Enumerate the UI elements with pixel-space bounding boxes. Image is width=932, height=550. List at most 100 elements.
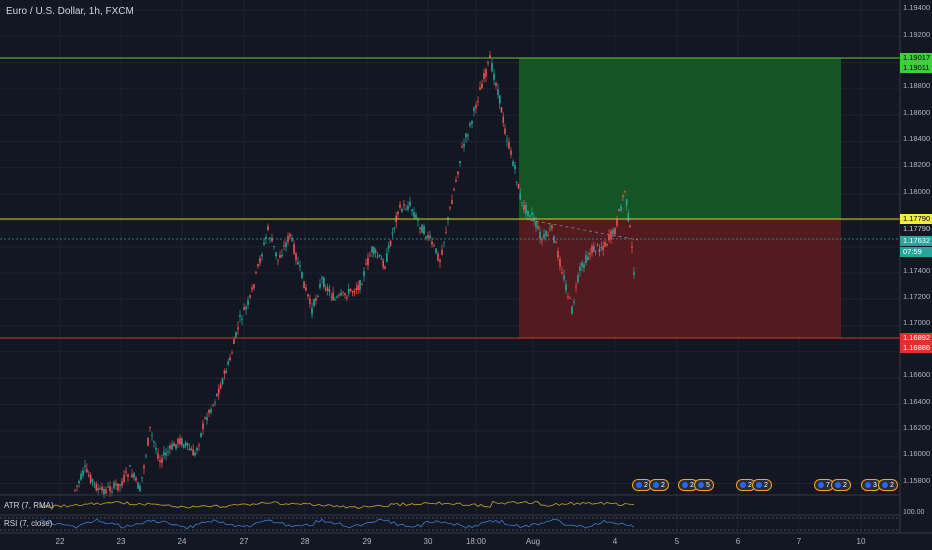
candle-body	[95, 483, 98, 491]
candle-body	[421, 224, 423, 233]
economic-event-marker[interactable]: 2	[752, 479, 772, 491]
candle-body	[397, 211, 399, 215]
candle-body	[498, 95, 501, 104]
candle-body	[119, 484, 121, 486]
time-tick: 5	[674, 537, 680, 546]
candle-body	[344, 293, 346, 296]
candle-body	[380, 258, 383, 260]
candle-body	[579, 266, 581, 271]
price-tick: 1.18200	[903, 160, 931, 169]
candle-body	[606, 243, 608, 246]
candle-body	[625, 199, 628, 206]
candle-body	[367, 257, 369, 266]
economic-event-marker[interactable]: 2	[831, 479, 851, 491]
candle-body	[573, 301, 575, 303]
event-icon	[835, 482, 841, 489]
candle-body	[123, 475, 125, 482]
candle-body	[529, 215, 531, 218]
candle-body	[208, 409, 210, 413]
candle-body	[614, 228, 616, 235]
candle-body	[198, 444, 200, 446]
candle-body	[382, 260, 384, 268]
candle-body	[323, 277, 325, 288]
candle-body	[405, 209, 407, 211]
event-icon	[756, 482, 762, 489]
candle-body	[485, 68, 487, 77]
price-tick: 1.18400	[903, 134, 931, 143]
candle-body	[200, 433, 202, 438]
price-tick: 1.15800	[903, 476, 931, 485]
profit-zone[interactable]	[519, 58, 841, 219]
candle-body	[386, 252, 388, 262]
candle-body	[182, 444, 185, 448]
symbol-title[interactable]: Euro / U.S. Dollar, 1h, FXCM	[6, 6, 134, 17]
event-icon	[740, 482, 746, 489]
candle-body	[411, 209, 413, 212]
candle-body	[512, 161, 514, 166]
atr-label[interactable]: ATR (7, RMA)	[4, 501, 54, 510]
candle-body	[475, 104, 477, 109]
candle-body	[194, 452, 196, 456]
economic-event-marker[interactable]: 2	[649, 479, 669, 491]
candle-body	[616, 218, 618, 226]
candle-body	[255, 271, 257, 273]
candle-body	[117, 483, 119, 491]
candle-body	[443, 241, 445, 243]
candle-body	[561, 272, 563, 274]
candle-body	[281, 254, 283, 257]
candle-body	[479, 87, 481, 91]
candle-body	[419, 227, 421, 230]
candle-body	[425, 236, 427, 239]
candle-body	[177, 438, 179, 444]
candle-body	[627, 213, 630, 222]
candle-body	[384, 266, 386, 269]
target-price-tag-2[interactable]: 1.19011	[900, 63, 932, 73]
economic-event-marker[interactable]: 2	[678, 479, 698, 491]
candle-body	[125, 471, 127, 473]
candle-body	[493, 73, 495, 80]
event-icon	[682, 482, 688, 489]
target-price-tag[interactable]: 1.19017	[900, 53, 932, 63]
economic-event-marker[interactable]: 2	[736, 479, 756, 491]
candle-body	[169, 445, 171, 449]
candle-body	[227, 361, 229, 365]
candle-body	[273, 245, 275, 247]
rsi-label[interactable]: RSI (7, close)	[4, 519, 53, 528]
candle-body	[295, 253, 297, 261]
candle-body	[401, 209, 403, 212]
candle-body	[563, 275, 565, 280]
candle-body	[521, 202, 523, 204]
candle-body	[247, 300, 249, 305]
candle-body	[78, 481, 80, 483]
entry-price-tag-2[interactable]: 1.17790	[900, 224, 932, 234]
candle-body	[506, 140, 508, 142]
candle-body	[543, 234, 545, 239]
candle-body	[596, 244, 599, 246]
candle-body	[206, 417, 208, 421]
economic-event-marker[interactable]: 2	[632, 479, 652, 491]
candle-body	[453, 189, 455, 191]
candle-body	[265, 236, 267, 239]
candle-body	[163, 451, 165, 456]
candle-body	[469, 123, 471, 126]
candle-body	[334, 299, 336, 301]
economic-event-marker[interactable]: 2	[878, 479, 898, 491]
price-tick: 1.18600	[903, 108, 931, 117]
entry-price-tag[interactable]: 1.17790	[900, 214, 932, 224]
current-price-tag[interactable]: 1.17632	[900, 236, 932, 246]
candle-body	[309, 298, 311, 304]
candle-body	[317, 295, 319, 297]
candle-body	[263, 242, 265, 245]
candle-body	[311, 308, 313, 315]
stop-price-tag[interactable]: 1.16892	[900, 333, 932, 343]
economic-event-marker[interactable]: 5	[694, 479, 714, 491]
candle-body	[465, 133, 467, 138]
candle-body	[127, 474, 129, 477]
loss-zone[interactable]	[519, 219, 841, 338]
candle-body	[149, 426, 151, 429]
candle-body	[567, 295, 569, 297]
stop-price-tag-2[interactable]: 1.16886	[900, 343, 932, 353]
candle-body	[620, 206, 622, 211]
candle-body	[221, 378, 224, 384]
